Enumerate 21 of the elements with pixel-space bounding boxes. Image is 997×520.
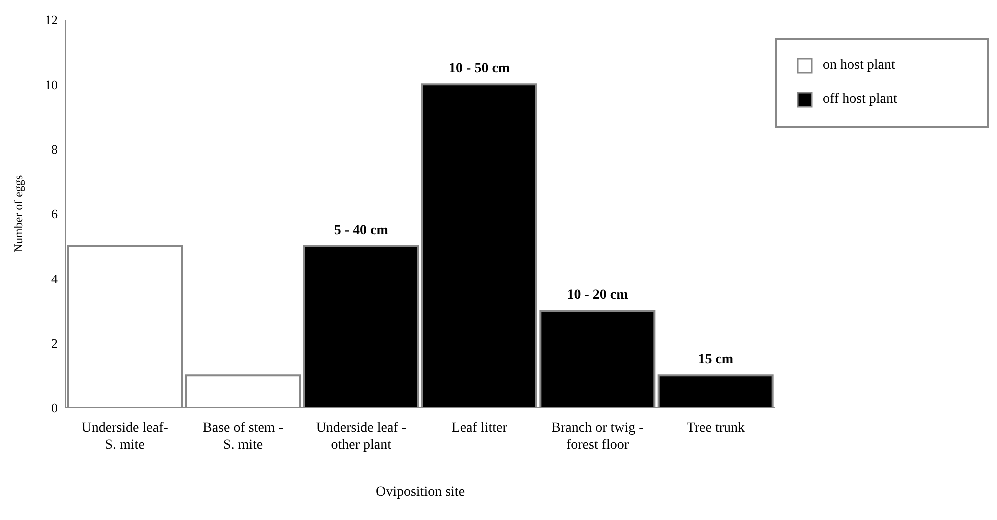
legend-label: on host plant <box>823 58 896 74</box>
x-axis-title: Oviposition site <box>376 484 466 500</box>
annotation: 5 - 40 cm <box>334 223 389 238</box>
annotation: 10 - 50 cm <box>449 62 510 77</box>
y-tick-label: 4 <box>52 271 58 286</box>
y-axis-title: Number of eggs <box>11 175 26 253</box>
y-tick-label: 12 <box>45 12 58 28</box>
x-tick-label: Underside leaf - other plant <box>316 421 407 453</box>
legend-label: off host plant <box>823 92 898 108</box>
y-tick-label: 8 <box>52 142 58 157</box>
x-tick-label: Leaf litter <box>452 421 508 436</box>
x-tick-label: Tree trunk <box>686 421 746 436</box>
y-tick-label: 10 <box>45 77 58 92</box>
y-tick-label: 0 <box>52 400 58 416</box>
y-tick-label: 6 <box>52 206 58 222</box>
y-tick-label: 2 <box>52 336 58 351</box>
x-tick-label: Base of stem - S. mite <box>203 421 284 453</box>
x-tick-label: Branch or twig - forest floor <box>552 421 644 453</box>
annotation: 15 cm <box>698 352 734 368</box>
x-tick-label: Underside leaf- S. mite <box>82 421 169 453</box>
annotation: 10 - 20 cm <box>567 288 629 303</box>
